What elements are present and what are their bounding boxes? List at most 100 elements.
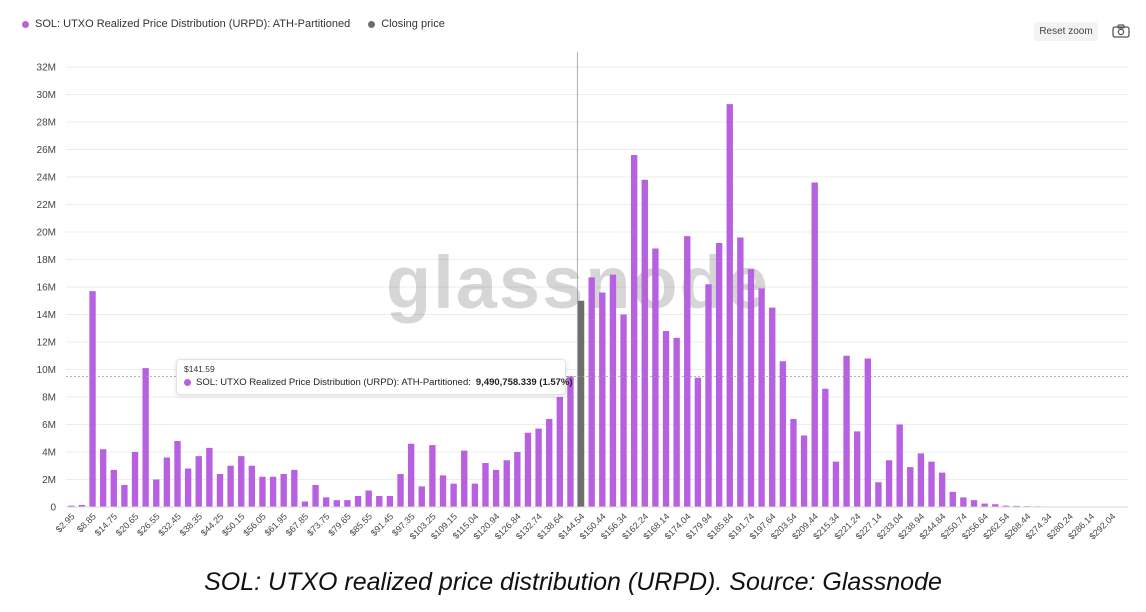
data-bar[interactable] <box>843 355 850 507</box>
data-bar[interactable] <box>620 314 627 508</box>
data-bar[interactable] <box>312 485 319 507</box>
data-bar[interactable] <box>514 452 521 507</box>
data-bar[interactable] <box>248 465 256 507</box>
data-bar[interactable] <box>917 453 925 508</box>
data-bar[interactable] <box>790 419 797 507</box>
data-bar[interactable] <box>227 465 234 507</box>
data-bar[interactable] <box>896 424 903 508</box>
data-bar[interactable] <box>121 485 128 507</box>
legend-label-closing: Closing price <box>381 18 445 30</box>
urpd-bar-chart[interactable]: 0 2M 4M 6M 8M 10M 12M 14M 16M 18M 20M 22M 24M 26M 28M 3… <box>0 0 1146 570</box>
data-bar[interactable] <box>938 472 946 508</box>
data-bar[interactable] <box>259 476 266 507</box>
data-bar[interactable] <box>291 469 298 508</box>
data-bar[interactable] <box>216 474 224 507</box>
chart-area[interactable]: 0 2M 4M 6M 8M 10M 12M 14M 16M 18M 20M 22M 24M 26M 28M 3… <box>0 0 1146 570</box>
data-bar[interactable] <box>131 452 139 507</box>
data-bar[interactable] <box>184 468 192 508</box>
data-bar[interactable] <box>652 248 659 508</box>
data-bar[interactable] <box>397 474 404 507</box>
data-bar[interactable] <box>588 277 595 508</box>
data-bar[interactable] <box>269 476 277 507</box>
closing-price-bar[interactable] <box>577 300 585 507</box>
x-tick-label: $67.85 <box>284 511 311 538</box>
data-bar[interactable] <box>461 450 468 508</box>
data-bar[interactable] <box>99 449 107 507</box>
data-bar[interactable] <box>439 475 447 508</box>
data-bar[interactable] <box>418 486 425 508</box>
camera-icon[interactable] <box>1112 24 1130 38</box>
reset-zoom-button[interactable]: Reset zoom <box>1034 22 1098 41</box>
legend-item-urpd[interactable]: SOL: UTXO Realized Price Distribution (U… <box>22 18 350 30</box>
data-bar[interactable] <box>779 361 787 507</box>
legend-item-closing[interactable]: Closing price <box>368 18 445 30</box>
data-bar[interactable] <box>68 505 75 508</box>
data-bar[interactable] <box>301 501 309 508</box>
data-bar[interactable] <box>705 284 712 507</box>
data-bar[interactable] <box>1002 505 1010 508</box>
data-bar[interactable] <box>110 469 117 508</box>
x-tick-label: $2.95 <box>54 511 77 534</box>
data-bar[interactable] <box>344 500 351 508</box>
data-bar[interactable] <box>949 491 956 508</box>
data-bar[interactable] <box>684 236 691 508</box>
data-bar[interactable] <box>832 461 840 508</box>
data-bar[interactable] <box>864 358 871 508</box>
data-bar[interactable] <box>174 441 181 507</box>
data-bar[interactable] <box>195 456 202 508</box>
data-bar[interactable] <box>492 469 500 508</box>
data-bar[interactable] <box>376 496 383 507</box>
data-bar[interactable] <box>78 504 86 507</box>
data-bar[interactable] <box>609 274 617 508</box>
data-bar[interactable] <box>524 432 532 507</box>
data-bar[interactable] <box>641 179 648 507</box>
data-bar[interactable] <box>715 243 723 507</box>
data-bar[interactable] <box>822 388 829 507</box>
data-bar[interactable] <box>1013 505 1020 507</box>
data-bar[interactable] <box>407 443 415 507</box>
data-bar[interactable] <box>386 496 394 507</box>
data-bar[interactable] <box>429 445 436 508</box>
data-bar[interactable] <box>354 496 362 507</box>
data-bar[interactable] <box>482 463 489 507</box>
data-bar[interactable] <box>992 504 999 507</box>
data-bar[interactable] <box>928 461 935 508</box>
data-bar[interactable] <box>758 288 765 508</box>
data-bar[interactable] <box>811 182 818 508</box>
data-bar[interactable] <box>800 435 808 508</box>
data-bar[interactable] <box>333 500 340 508</box>
data-bar[interactable] <box>662 331 670 507</box>
data-bar[interactable] <box>747 269 755 508</box>
data-bar[interactable] <box>142 368 149 508</box>
data-bar[interactable] <box>556 397 564 507</box>
data-bar[interactable] <box>970 500 978 508</box>
data-bar[interactable] <box>546 419 553 507</box>
data-bar[interactable] <box>323 497 330 508</box>
data-bar[interactable] <box>907 467 914 508</box>
data-bar[interactable] <box>981 503 988 507</box>
data-bar[interactable] <box>694 377 702 507</box>
data-bar[interactable] <box>875 482 882 507</box>
data-bar[interactable] <box>769 307 776 508</box>
data-bar[interactable] <box>153 479 160 508</box>
data-bar[interactable] <box>726 104 733 508</box>
data-bar[interactable] <box>163 457 171 508</box>
data-bar[interactable] <box>854 431 861 508</box>
data-bar[interactable] <box>673 337 680 508</box>
data-bar[interactable] <box>238 456 245 508</box>
data-bar[interactable] <box>960 497 967 508</box>
x-tick-label: $85.55 <box>348 511 375 538</box>
data-bar[interactable] <box>89 291 96 508</box>
data-bar[interactable] <box>450 483 457 508</box>
data-bar[interactable] <box>567 376 574 508</box>
data-bar[interactable] <box>599 292 606 508</box>
data-bar[interactable] <box>630 155 638 507</box>
data-bar[interactable] <box>471 483 479 508</box>
data-bar[interactable] <box>280 474 287 507</box>
data-bar[interactable] <box>535 428 542 508</box>
data-bar[interactable] <box>737 237 744 508</box>
data-bar[interactable] <box>503 460 510 507</box>
data-bar[interactable] <box>365 490 372 508</box>
data-bar[interactable] <box>206 447 213 508</box>
data-bar[interactable] <box>885 460 893 507</box>
